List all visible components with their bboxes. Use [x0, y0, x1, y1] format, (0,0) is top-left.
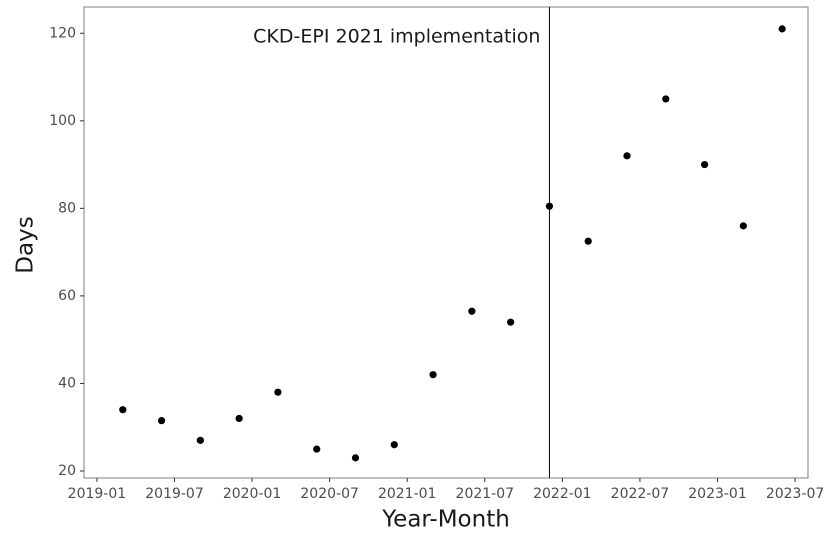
x-axis-label: Year-Month [381, 507, 510, 533]
point [119, 406, 127, 414]
x-tick-label: 2021-01 [378, 486, 437, 502]
point [157, 417, 166, 425]
point [313, 445, 321, 453]
annotation: CKD-EPI 2021 implementation [253, 26, 540, 48]
point [196, 436, 204, 444]
point [700, 160, 709, 169]
x-tick-label: 2023-07 [766, 486, 825, 502]
y-tick-label: 40 [58, 375, 76, 391]
x-tick-label: 2022-07 [611, 486, 670, 502]
point [468, 307, 476, 315]
x-tick-label: 2020-01 [223, 486, 282, 502]
x-tick-label: 2022-01 [533, 486, 592, 502]
point [429, 371, 437, 379]
point [235, 414, 243, 423]
point [507, 318, 515, 326]
x-tick-label: 2019-07 [145, 486, 204, 502]
point [623, 152, 631, 160]
point [584, 237, 592, 245]
x-tick-label: 2019-01 [68, 486, 127, 502]
point [778, 25, 786, 33]
point [274, 388, 282, 396]
x-tick-label: 2023-01 [688, 486, 747, 502]
y-tick-label: 80 [58, 200, 76, 216]
point [390, 441, 398, 449]
point [545, 202, 554, 210]
point [739, 222, 747, 230]
x-tick-label: 2020-07 [300, 486, 359, 502]
point [662, 95, 670, 103]
y-axis-label: Days [13, 216, 39, 273]
y-tick-label: 60 [58, 288, 76, 304]
y-tick-label: 100 [49, 113, 76, 129]
point [351, 454, 360, 462]
y-tick-label: 120 [49, 25, 76, 41]
x-tick-label: 2021-07 [456, 486, 515, 502]
plot-panel [83, 6, 809, 479]
y-tick-label: 20 [58, 463, 76, 479]
